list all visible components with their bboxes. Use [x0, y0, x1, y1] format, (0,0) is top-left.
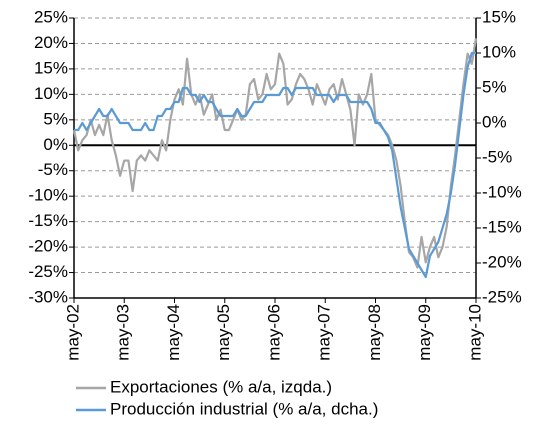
- y2-tick-label: 15%: [482, 7, 516, 26]
- x-tick-label: may-09: [415, 304, 434, 361]
- y2-tick-label: 10%: [482, 42, 516, 61]
- x-tick-label: may-06: [264, 304, 283, 361]
- y-tick-label: -30%: [28, 287, 68, 306]
- x-tick-label: may-05: [214, 304, 233, 361]
- y-tick-label: 0%: [43, 135, 68, 154]
- y-tick-label: 5%: [43, 109, 68, 128]
- x-tick-label: may-07: [315, 304, 334, 361]
- y2-tick-label: -15%: [482, 217, 522, 236]
- x-tick-label: may-03: [114, 304, 133, 361]
- x-tick-label: may-10: [465, 304, 484, 361]
- y-tick-label: -25%: [28, 262, 68, 281]
- y2-tick-label: -25%: [482, 287, 522, 306]
- y2-tick-label: -20%: [482, 252, 522, 271]
- y-tick-label: 15%: [34, 58, 68, 77]
- x-tick-label: may-08: [365, 304, 384, 361]
- x-tick-label: may-02: [63, 304, 82, 361]
- series-line: [72, 38, 478, 269]
- y-tick-label: -20%: [28, 237, 68, 256]
- series-line: [74, 51, 476, 279]
- y-tick-label: -10%: [28, 186, 68, 205]
- x-tick-label: may-04: [164, 304, 183, 361]
- y2-tick-label: -10%: [482, 182, 522, 201]
- y-tick-label: -15%: [28, 211, 68, 230]
- legend-label: Producción industrial (% a/a, dcha.): [110, 399, 378, 418]
- y2-tick-label: 0%: [482, 112, 507, 131]
- y-tick-label: 10%: [34, 84, 68, 103]
- y-tick-label: 20%: [34, 33, 68, 52]
- y-tick-label: -5%: [38, 160, 68, 179]
- y2-tick-label: -5%: [482, 147, 512, 166]
- legend-label: Exportaciones (% a/a, izqda.): [110, 377, 332, 396]
- y2-tick-label: 5%: [482, 77, 507, 96]
- y-tick-label: 25%: [34, 7, 68, 26]
